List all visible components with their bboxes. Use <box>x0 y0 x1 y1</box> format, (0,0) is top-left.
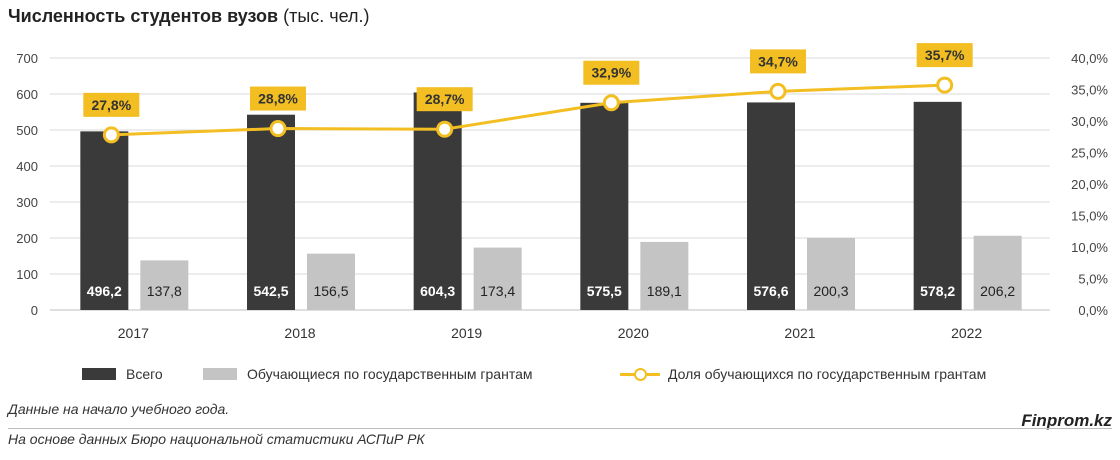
share-point <box>938 78 952 92</box>
legend-item-share: Доля обучающихся по государственным гран… <box>620 366 986 382</box>
right-tick-label: 40,0% <box>1071 51 1108 66</box>
bar-grants-label: 137,8 <box>147 283 182 299</box>
bar-total-label: 575,5 <box>587 283 622 299</box>
share-label: 32,9% <box>591 65 631 81</box>
share-label: 28,7% <box>425 91 465 107</box>
bar-total <box>914 102 962 310</box>
bar-grants-label: 206,2 <box>980 283 1015 299</box>
x-tick-label: 2020 <box>618 325 649 341</box>
bar-total-label: 496,2 <box>87 283 122 299</box>
right-tick-label: 25,0% <box>1071 146 1108 161</box>
x-tick-label: 2021 <box>784 325 815 341</box>
share-point <box>771 84 785 98</box>
right-tick-label: 5,0% <box>1078 272 1108 287</box>
left-tick-label: 400 <box>16 159 38 174</box>
x-tick-label: 2018 <box>284 325 315 341</box>
legend-item-total: Всего <box>82 366 163 382</box>
right-tick-label: 10,0% <box>1071 240 1108 255</box>
right-axis: 0,0% 5,0% 10,0% 15,0% 20,0% 25,0% 30,0% 35,0% 40… <box>1071 51 1108 318</box>
bar-grants-label: 189,1 <box>647 283 682 299</box>
right-tick-label: 20,0% <box>1071 177 1108 192</box>
bar-grants <box>640 242 688 310</box>
left-tick-label: 300 <box>16 195 38 210</box>
share-line-path <box>111 85 944 135</box>
legend-swatch-share <box>620 367 660 381</box>
left-tick-label: 0 <box>31 303 38 318</box>
bar-total-label: 578,2 <box>920 283 955 299</box>
bar-grants <box>807 238 855 310</box>
legend: Всего Обучающиеся по государственным гра… <box>0 366 1120 386</box>
legend-label-grants: Обучающиеся по государственным грантам <box>247 366 533 382</box>
bar-grants-label: 156,5 <box>313 283 348 299</box>
share-point <box>438 122 452 136</box>
legend-label-total: Всего <box>126 366 163 382</box>
chart: 0 100 200 300 400 500 600 700 0,0% 5,0% 10,0% 15,0… <box>0 0 1120 360</box>
bar-total <box>747 102 795 310</box>
share-label: 35,7% <box>925 47 965 63</box>
bar-total-label: 604,3 <box>420 283 455 299</box>
legend-item-grants: Обучающиеся по государственным грантам <box>203 366 533 382</box>
bar-total <box>247 115 295 310</box>
grid <box>50 58 1050 310</box>
left-axis: 0 100 200 300 400 500 600 700 <box>16 51 38 318</box>
left-tick-label: 500 <box>16 123 38 138</box>
share-label: 34,7% <box>758 53 798 69</box>
x-tick-label: 2017 <box>118 325 149 341</box>
x-tick-label: 2019 <box>451 325 482 341</box>
bar-grants-label: 200,3 <box>813 283 848 299</box>
bar-total-label: 542,5 <box>253 283 288 299</box>
legend-label-share: Доля обучающихся по государственным гран… <box>668 366 986 382</box>
x-tick-label: 2022 <box>951 325 982 341</box>
right-tick-label: 0,0% <box>1078 303 1108 318</box>
share-label: 28,8% <box>258 91 298 107</box>
footer-divider <box>8 428 1112 429</box>
share-point <box>104 128 118 142</box>
left-tick-label: 200 <box>16 231 38 246</box>
bar-grants <box>307 254 355 310</box>
right-tick-label: 15,0% <box>1071 209 1108 224</box>
share-label: 27,8% <box>91 97 131 113</box>
note-start-of-year: Данные на начало учебного года. <box>8 401 229 417</box>
legend-swatch-grants <box>203 368 237 380</box>
bars: 496,2 137,8 542,5 156,5 604,3 173,4 575,5 189,1… <box>80 92 1021 310</box>
left-tick-label: 600 <box>16 87 38 102</box>
right-tick-label: 35,0% <box>1071 83 1108 98</box>
legend-swatch-total <box>82 368 116 380</box>
note-source: На основе данных Бюро национальной стати… <box>8 431 425 447</box>
bar-grants <box>474 248 522 310</box>
bar-grants-label: 173,4 <box>480 283 515 299</box>
bar-total-label: 576,6 <box>753 283 788 299</box>
share-point <box>604 96 618 110</box>
bar-total <box>580 103 628 310</box>
share-point <box>271 122 285 136</box>
left-tick-label: 700 <box>16 51 38 66</box>
right-tick-label: 30,0% <box>1071 114 1108 129</box>
left-tick-label: 100 <box>16 267 38 282</box>
x-axis: 2017 2018 2019 2020 2021 2022 <box>118 325 983 341</box>
